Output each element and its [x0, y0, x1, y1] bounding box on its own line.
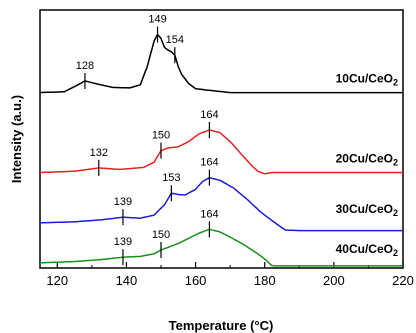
peak-label: 164 — [200, 208, 218, 220]
x-tick-label: 160 — [185, 273, 207, 288]
x-tick-label: 200 — [323, 273, 345, 288]
x-tick-label: 140 — [116, 273, 138, 288]
series-name-label: 10Cu/CeO2 — [336, 72, 398, 88]
peak-label: 149 — [148, 14, 166, 26]
series-2: 132 150 164 20Cu/CeO2 — [40, 109, 403, 176]
series-name-label: 40Cu/CeO2 — [336, 242, 398, 258]
y-axis-label: Intensity (a.u.) — [9, 95, 24, 183]
series-3: 139 153 164 30Cu/CeO2 — [40, 157, 403, 232]
peak-label: 150 — [152, 229, 170, 241]
peak-label: 139 — [114, 236, 132, 248]
series-line — [40, 176, 403, 232]
series-line — [40, 129, 403, 175]
series-line — [40, 228, 403, 267]
series-4: 139 150 164 40Cu/CeO2 — [40, 208, 403, 267]
peak-label: 154 — [166, 34, 184, 46]
peak-label: 128 — [76, 60, 94, 72]
plot-frame — [39, 9, 404, 269]
x-tick-label: 180 — [254, 273, 276, 288]
peak-label: 139 — [114, 196, 132, 208]
x-tick-label: 120 — [46, 273, 68, 288]
peak-label: 164 — [200, 109, 218, 121]
peak-label: 153 — [162, 172, 180, 184]
series-line — [39, 33, 403, 94]
peak-label: 150 — [152, 130, 170, 142]
x-axis-ticks: 120 140 160 180 200 220 — [46, 262, 414, 288]
x-axis-label: Temperature (°C) — [169, 318, 274, 333]
x-tick-label: 220 — [392, 273, 414, 288]
series-group: 12814915410Cu/CeO213215016420Cu/CeO21391… — [39, 14, 403, 267]
series-name-label: 30Cu/CeO2 — [336, 202, 398, 218]
series-name-label: 20Cu/CeO2 — [336, 152, 398, 168]
peak-label: 132 — [90, 147, 108, 159]
peak-label: 164 — [200, 157, 218, 169]
